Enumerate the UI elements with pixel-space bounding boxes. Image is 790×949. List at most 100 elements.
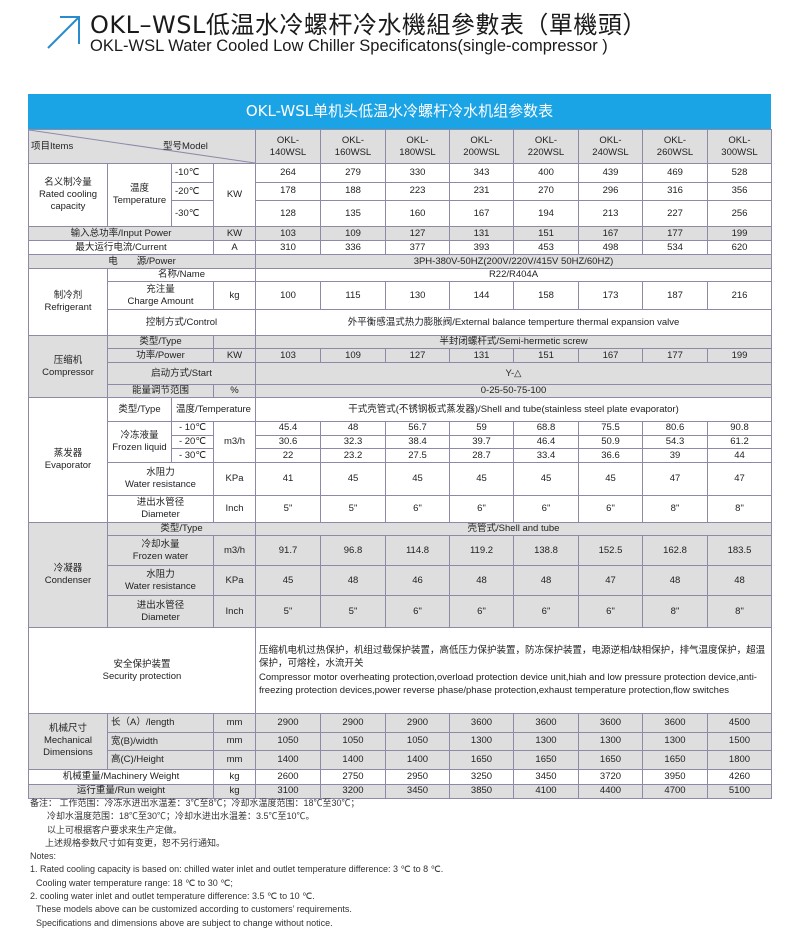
unit-text: KW xyxy=(226,189,243,200)
current-value: 310 xyxy=(255,240,321,255)
cond-resistance-value: 48 xyxy=(513,565,579,596)
dimension-value: 1800 xyxy=(707,750,772,770)
machinery-weight-value-text: 2600 xyxy=(277,770,299,782)
start-value: Y-△ xyxy=(255,362,772,385)
dimension-value: 1400 xyxy=(255,750,321,770)
dimension-value-text: 1300 xyxy=(664,735,686,747)
frozen-liquid-value: 80.6 xyxy=(642,421,708,436)
evap-resistance-value-text: 45 xyxy=(347,473,359,484)
table-row: 运行重量/Run weight kg 3100 3200 3450 3850 4100 440… xyxy=(28,783,772,799)
cond-diameter-value: 5" xyxy=(320,595,386,628)
charge-value: 158 xyxy=(513,281,579,310)
model-header-text: OKL- xyxy=(406,134,429,146)
model-header: OKL- 180WSL xyxy=(385,129,450,164)
power-supply-label-text: 电 源/Power xyxy=(108,255,176,267)
dimension-value-text: 3600 xyxy=(599,716,622,728)
temp-label-text: -10℃ xyxy=(175,167,200,178)
table-row: 进出水管径 Diameter Inch 5" 5" 6" 6" 6" 6" 8" 8" xyxy=(29,495,772,523)
table-row: 安全保护装置 Security protection 压缩机电机过热保护，机组过载保… xyxy=(28,627,772,714)
input-power-value-text: 167 xyxy=(602,227,619,239)
input-power-value-text: 127 xyxy=(409,227,426,239)
current-value: 534 xyxy=(642,240,708,255)
cooling-value-text: 330 xyxy=(409,166,426,178)
cond-resistance-value-text: 48 xyxy=(669,574,681,586)
cooling-value: 256 xyxy=(707,200,772,227)
evap-diameter-value: 6" xyxy=(513,495,579,523)
charge-value-text: 144 xyxy=(473,289,490,301)
machinery-weight-value-text: 3950 xyxy=(664,770,686,782)
cooling-value-text: 256 xyxy=(731,207,748,219)
frozen-liquid-value: 45.4 xyxy=(255,421,321,436)
compressor-power-value-text: 109 xyxy=(345,349,361,361)
evap-resistance-value: 41 xyxy=(255,462,321,496)
compressor-power-value: 151 xyxy=(513,348,579,363)
condenser-label: 冷凝器 Condenser xyxy=(28,522,108,628)
cooling-value: 167 xyxy=(449,200,514,227)
cond-resistance-value-text: 46 xyxy=(412,574,423,586)
frozen-liquid-value: 39 xyxy=(642,448,708,463)
cond-resistance-value-text: 48 xyxy=(347,574,359,586)
unit: KPa xyxy=(213,565,256,596)
dimensions-label-text: Mechanical xyxy=(43,735,93,747)
condenser-type-label-text: 类型/Type xyxy=(160,523,203,535)
cooling-value: 356 xyxy=(707,181,772,201)
cond-diameter-value-text: 8" xyxy=(670,605,680,617)
cooling-value: 223 xyxy=(385,181,450,201)
dimension-value-text: 1500 xyxy=(728,735,751,747)
table-row: 项目Items 型号Model OKL- 140WSL OKL- 160WSL OKL- 18… xyxy=(28,129,772,164)
cooling-water-label-text: Frozen water xyxy=(132,550,189,562)
input-power-label-text: 输入总功率/Input Power xyxy=(70,227,172,239)
compressor-type-label-text: 类型/Type xyxy=(139,336,182,348)
table-row: 能量调节范围% 0-25-50-75-100 xyxy=(29,384,772,398)
condenser-type-value-text: 壳管式/Shell and tube xyxy=(467,523,560,535)
input-power-value: 199 xyxy=(707,226,772,241)
evap-resistance-label: 水阻力 Water resistance xyxy=(107,462,214,496)
cooling-water-value-text: 162.8 xyxy=(663,544,687,556)
input-power-value: 127 xyxy=(385,226,450,241)
cond-resistance-value: 45 xyxy=(255,565,321,596)
cond-diameter-value-text: 6" xyxy=(541,605,551,617)
run-weight-value: 3200 xyxy=(320,783,386,799)
unit: KW xyxy=(213,348,256,363)
cond-resistance-value: 47 xyxy=(578,565,643,596)
compressor-power-value-text: 167 xyxy=(602,349,619,361)
model-header-text: OKL- xyxy=(728,134,751,146)
evap-resistance-value: 45 xyxy=(385,462,450,496)
unit: Inch xyxy=(213,495,256,523)
dimension-value: 1050 xyxy=(320,731,386,751)
cond-diameter-value: 8" xyxy=(642,595,708,628)
evaporator-label-text: 蒸发器 xyxy=(53,448,83,459)
frozen-liquid-value: 61.2 xyxy=(707,434,772,449)
condenser-type-label: 类型/Type xyxy=(107,522,256,536)
cooling-water-value-text: 114.8 xyxy=(405,544,430,556)
cooling-value: 316 xyxy=(642,181,708,201)
cond-diameter-label-text: Diameter xyxy=(141,611,180,623)
unit: mm xyxy=(213,713,256,733)
cond-diameter-value-text: 6" xyxy=(477,605,486,617)
charge-label: 充注量 Charge Amount xyxy=(107,281,214,310)
table-row: 进出水管径 Diameter Inch 5" 5" 6" 6" 6" 6" 8" 8" xyxy=(29,595,772,628)
frozen-liquid-value-text: 38.4 xyxy=(408,435,427,447)
frozen-liquid-value: 28.7 xyxy=(449,448,514,463)
model-header: OKL- 220WSL xyxy=(513,129,579,164)
compressor-power-value: 127 xyxy=(385,348,450,363)
temp-label: - 30℃ xyxy=(171,448,214,463)
current-value: 453 xyxy=(513,240,579,255)
energy-value-text: 0-25-50-75-100 xyxy=(480,385,547,397)
frozen-liquid-value: 75.5 xyxy=(578,421,643,436)
unit-text: Inch xyxy=(225,605,244,617)
frozen-liquid-value: 54.3 xyxy=(642,434,708,449)
refrigerant-label: 制冷剂 Refrigerant xyxy=(28,268,108,336)
evap-resistance-value: 45 xyxy=(449,462,514,496)
header-model: 型号Model xyxy=(163,141,208,152)
evaporator-type-value: 干式壳管式(不锈钢板式蒸发器)/Shell and tube(stainless… xyxy=(255,397,772,422)
cond-resistance-value-text: 47 xyxy=(605,574,616,586)
cooling-value: 213 xyxy=(578,200,643,227)
model-header: OKL- 140WSL xyxy=(255,129,321,164)
header-items: 项目Items xyxy=(31,141,74,152)
note-en-5: Specifications and dimensions above are … xyxy=(36,917,333,928)
run-weight-value-text: 4100 xyxy=(535,785,557,796)
cooling-value: 528 xyxy=(707,163,772,183)
unit: KPa xyxy=(213,462,256,496)
security-label-text: Security protection xyxy=(102,670,182,682)
